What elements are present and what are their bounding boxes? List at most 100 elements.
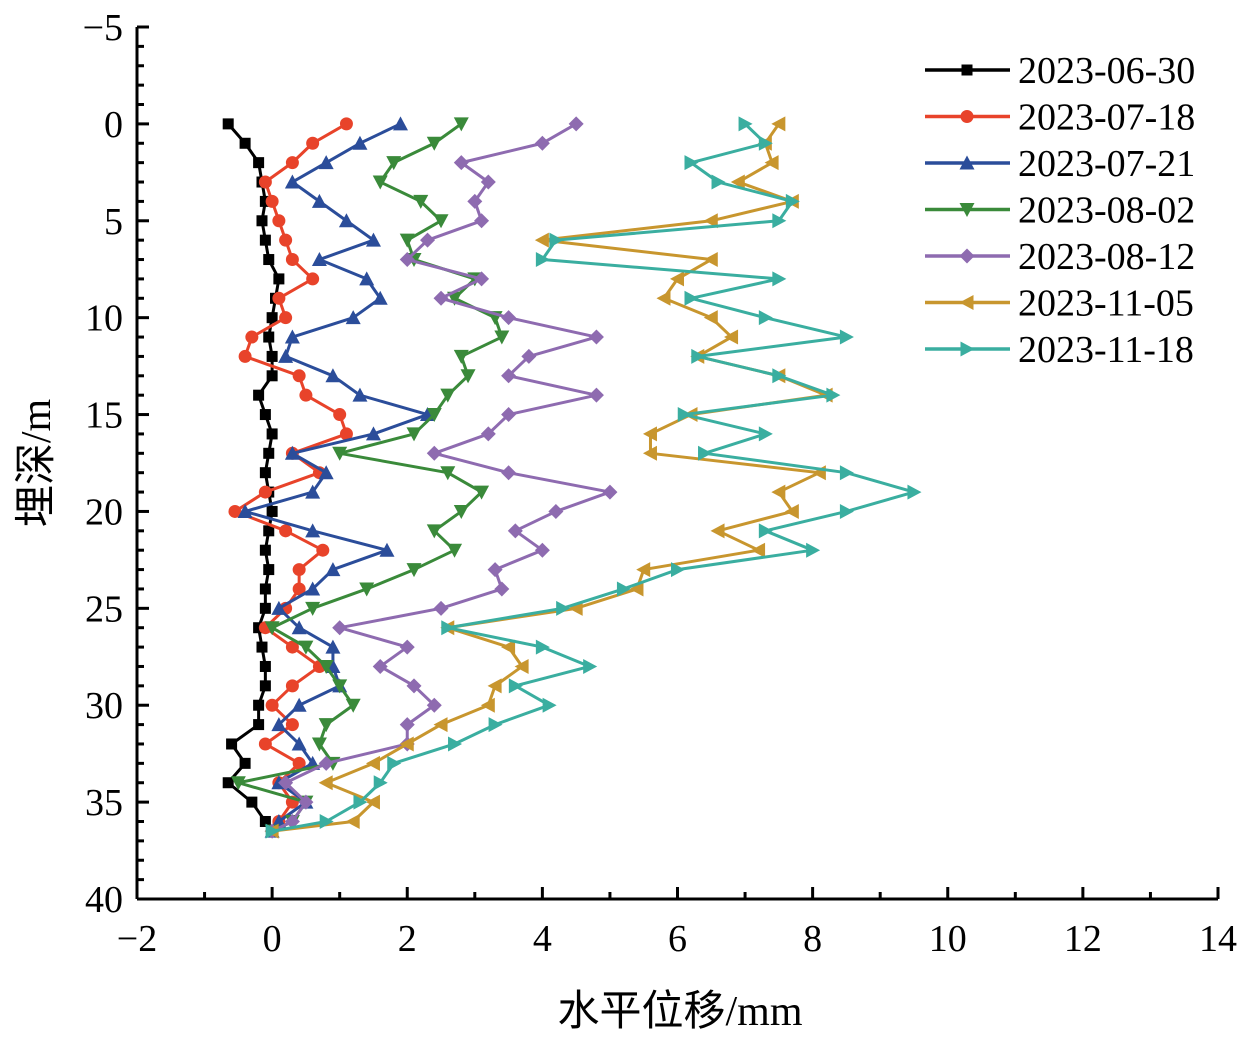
x-axis-label: 水平位移/mm <box>557 988 802 1035</box>
data-point <box>299 388 313 402</box>
data-point <box>265 194 279 208</box>
data-point <box>399 252 415 268</box>
data-point <box>318 659 334 674</box>
data-point <box>222 118 234 130</box>
legend-item: 2023-06-30 <box>925 50 1195 92</box>
data-point <box>345 698 361 713</box>
data-point <box>298 794 314 810</box>
y-tick-label: 0 <box>104 104 123 146</box>
data-point <box>387 755 402 771</box>
data-point <box>453 504 469 519</box>
data-point <box>448 736 463 752</box>
data-point <box>266 312 278 324</box>
data-point <box>305 581 321 596</box>
data-point <box>292 369 306 383</box>
data-point <box>751 542 766 558</box>
data-point <box>271 813 287 828</box>
data-point <box>785 193 800 209</box>
data-point <box>278 348 294 363</box>
data-point <box>285 156 299 170</box>
data-point <box>306 136 320 150</box>
data-point <box>263 447 275 459</box>
data-point <box>259 467 271 479</box>
x-tick-label: 0 <box>263 918 282 960</box>
data-point <box>263 331 275 343</box>
data-point <box>265 698 279 712</box>
data-point <box>279 233 293 247</box>
data-point <box>372 658 388 674</box>
data-point <box>784 503 799 519</box>
data-point <box>353 794 368 810</box>
data-point <box>738 116 753 132</box>
data-point <box>319 813 334 829</box>
data-point <box>305 484 321 499</box>
data-point <box>291 620 307 635</box>
x-tick-label: 8 <box>803 918 822 960</box>
data-point <box>447 543 463 558</box>
data-point <box>386 156 402 171</box>
data-point <box>629 581 644 597</box>
legend-item: 2023-11-18 <box>925 329 1194 371</box>
data-point <box>291 736 307 751</box>
data-point <box>259 583 271 595</box>
legend-label: 2023-08-12 <box>1018 236 1195 278</box>
data-point <box>365 794 380 810</box>
data-point <box>426 136 442 151</box>
data-point <box>246 796 258 808</box>
data-point <box>474 213 490 229</box>
data-point <box>399 736 414 752</box>
data-point <box>272 214 286 228</box>
data-point <box>480 697 495 713</box>
legend-marker <box>961 64 973 76</box>
data-point <box>535 639 550 655</box>
data-point <box>426 697 442 713</box>
data-point <box>284 329 300 344</box>
data-point <box>345 813 360 829</box>
data-point <box>440 388 456 403</box>
data-point <box>772 368 787 384</box>
data-point <box>460 369 476 384</box>
data-point <box>703 310 718 326</box>
data-point <box>306 272 320 286</box>
data-point <box>487 678 502 694</box>
data-point <box>253 157 265 169</box>
data-point <box>501 407 517 423</box>
data-point <box>222 777 234 789</box>
data-point <box>238 349 252 363</box>
series-line <box>243 122 430 833</box>
legend-item: 2023-11-05 <box>925 283 1194 325</box>
data-point <box>365 426 381 441</box>
data-point <box>332 679 348 694</box>
data-point <box>656 290 671 306</box>
data-point <box>332 620 348 636</box>
y-tick-label: 5 <box>104 201 123 243</box>
data-point <box>272 291 286 305</box>
data-point <box>514 658 529 674</box>
series-2023-11-18 <box>265 116 922 839</box>
data-point <box>259 195 271 207</box>
series-2023-06-30 <box>222 118 285 837</box>
data-point <box>480 426 496 442</box>
data-point <box>237 503 253 518</box>
data-point <box>305 601 321 616</box>
data-point <box>420 232 436 248</box>
data-point <box>730 174 745 190</box>
legend-item: 2023-07-21 <box>925 143 1195 185</box>
data-point <box>266 505 278 517</box>
data-point <box>318 775 333 791</box>
data-point <box>253 699 265 711</box>
data-point <box>703 213 718 229</box>
data-point <box>542 697 557 713</box>
y-tick-label: 40 <box>85 879 123 921</box>
legend-marker <box>959 295 974 310</box>
data-point <box>508 678 523 694</box>
data-point <box>677 407 692 423</box>
data-point <box>534 232 549 248</box>
data-point <box>487 562 503 578</box>
data-point <box>228 504 242 518</box>
data-point <box>671 562 685 578</box>
data-point <box>263 525 275 537</box>
data-point <box>379 542 395 557</box>
x-tick-label: −2 <box>117 918 157 960</box>
axes: −2 0 2 4 6 8 10 12 14 −5 0 5 10 15 20 25 30 35 40 <box>83 7 1237 960</box>
